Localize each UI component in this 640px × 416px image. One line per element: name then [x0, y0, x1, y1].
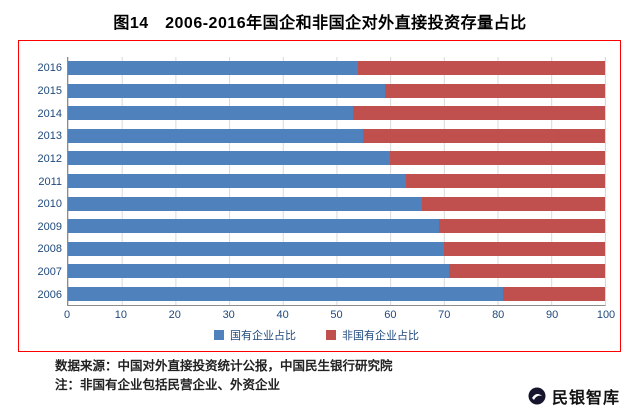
legend-item-soe: 国有企业占比: [214, 327, 296, 343]
non-soe-bar-segment: [502, 286, 605, 301]
non-soe-bar-segment: [422, 196, 605, 211]
soe-bar-segment: [68, 241, 444, 256]
legend-label-soe: 国有企业占比: [230, 330, 296, 342]
soe-legend-swatch-icon: [214, 330, 224, 340]
minyin-logo-icon: [528, 387, 546, 405]
stacked-bar: [68, 219, 605, 234]
soe-bar-segment: [68, 219, 439, 234]
soe-bar-segment: [68, 264, 450, 279]
y-axis-label: 2012: [37, 152, 62, 165]
x-axis-tick-label: 10: [114, 309, 128, 321]
bar-row: [68, 282, 605, 305]
bar-row: [68, 215, 605, 238]
stacked-bar: [68, 128, 605, 143]
legend-item-non-soe: 非国有企业占比: [326, 327, 419, 343]
y-axis-label: 2016: [37, 62, 62, 75]
x-axis-tick-label: 70: [438, 309, 451, 321]
stacked-bar: [68, 286, 605, 301]
bar-row: [68, 57, 605, 80]
bar-row: [68, 125, 605, 148]
x-axis-tick-label: 100: [596, 309, 616, 321]
legend: 国有企业占比 非国有企业占比: [27, 323, 606, 347]
non-soe-bar-segment: [363, 128, 605, 143]
bar-row: [68, 192, 605, 215]
x-axis-tick-label: 30: [222, 309, 235, 321]
non-soe-bar-segment: [406, 174, 605, 188]
definition-note: 注：非国有企业包括民营企业、外资企业: [55, 378, 281, 393]
bar-rows: [68, 57, 605, 305]
x-axis-tick-label: 0: [63, 309, 71, 321]
soe-bar-segment: [68, 83, 385, 98]
x-axis: 0 10 20 30 40 50 60 70 80 90 100: [63, 306, 615, 323]
non-soe-bar-segment: [390, 151, 605, 166]
chart-title: 图14 2006-2016年国企和非国企对外直接投资存量占比: [113, 15, 527, 32]
non-soe-bar-segment: [443, 241, 605, 256]
stacked-bar: [68, 106, 605, 121]
non-soe-legend-swatch-icon: [326, 330, 336, 340]
brand-name: 民银智库: [551, 390, 620, 407]
stacked-bar: [68, 264, 605, 279]
y-axis-label: 2009: [37, 220, 62, 233]
bar-row: [68, 80, 605, 103]
y-axis-label: 2006: [37, 288, 62, 301]
footnotes: 数据来源：中国对外直接投资统计公报，中国民生银行研究院 注：非国有企业包括民营企…: [55, 357, 393, 396]
y-axis-label: 2007: [37, 266, 62, 279]
non-soe-bar-segment: [357, 61, 605, 76]
bar-row: [68, 237, 605, 260]
y-axis-label: 2010: [37, 198, 62, 211]
stacked-bar: [68, 151, 605, 166]
x-axis-tick-label: 80: [492, 309, 505, 321]
x-axis-tick-label: 40: [276, 309, 289, 321]
bar-row: [68, 170, 605, 193]
x-axis-tick-label: 20: [168, 309, 181, 321]
non-soe-bar-segment: [384, 83, 605, 98]
plot-area: 2016 2015 2014 2013 2012 2011 2010 2009 2008 2007…: [27, 57, 606, 306]
bars-area: [67, 57, 606, 306]
soe-bar-segment: [68, 151, 391, 166]
y-axis-label: 2008: [37, 243, 62, 256]
bar-row: [68, 102, 605, 125]
stacked-bar: [68, 241, 605, 256]
soe-bar-segment: [68, 106, 353, 121]
y-axis-labels: 2016 2015 2014 2013 2012 2011 2010 2009 2008 2007…: [27, 57, 67, 306]
non-soe-bar-segment: [352, 106, 605, 121]
bar-row: [68, 260, 605, 283]
non-soe-bar-segment: [438, 219, 605, 234]
stacked-bar: [68, 61, 605, 76]
soe-bar-segment: [68, 286, 503, 301]
y-axis-label: 2011: [38, 175, 62, 188]
chart-frame: 2016 2015 2014 2013 2012 2011 2010 2009 2008 2007…: [18, 40, 621, 352]
x-axis-tick-label: 90: [545, 309, 559, 321]
bar-row: [68, 147, 605, 170]
stacked-bar: [68, 174, 605, 188]
legend-label-non-soe: 非国有企业占比: [342, 330, 419, 342]
soe-bar-segment: [68, 196, 423, 211]
y-axis-label: 2013: [37, 130, 62, 143]
stacked-bar: [68, 196, 605, 211]
stacked-bar: [68, 83, 605, 98]
soe-bar-segment: [68, 128, 364, 143]
data-source-note: 数据来源：中国对外直接投资统计公报，中国民生银行研究院: [55, 359, 393, 373]
non-soe-bar-segment: [449, 264, 605, 279]
x-axis-tick-label: 60: [384, 309, 397, 321]
brand-footer: 民银智库: [528, 384, 620, 408]
x-axis-tick-label: 50: [330, 309, 343, 321]
soe-bar-segment: [68, 174, 407, 188]
y-axis-label: 2014: [37, 107, 62, 120]
y-axis-label: 2015: [37, 84, 62, 97]
soe-bar-segment: [68, 61, 358, 76]
